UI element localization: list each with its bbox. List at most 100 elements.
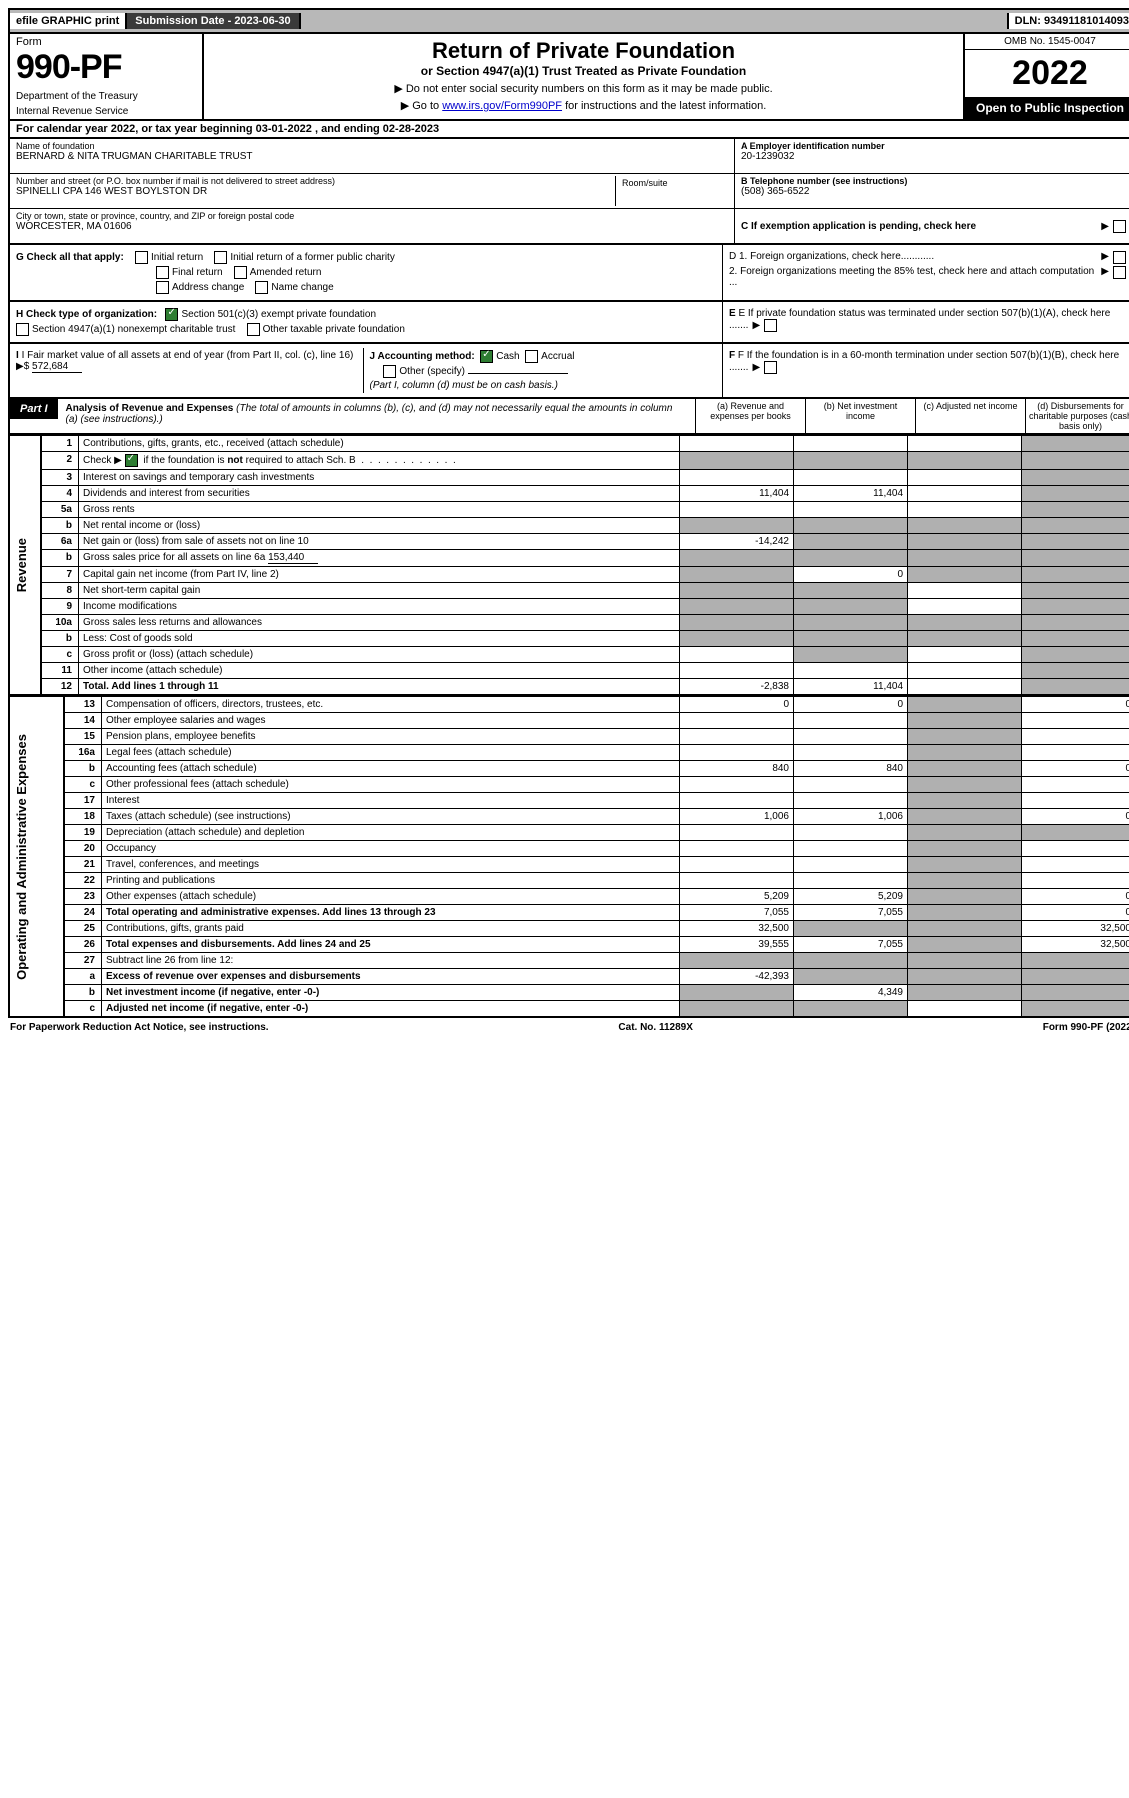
cell: [794, 745, 908, 761]
cell: [680, 713, 794, 729]
line-number: 26: [64, 937, 102, 953]
line-desc: Net gain or (loss) from sale of assets n…: [79, 534, 680, 550]
cell: [1022, 745, 1129, 761]
j-accrual-checkbox[interactable]: [525, 350, 538, 363]
line-number: 16a: [64, 745, 102, 761]
tax-year: 2022: [965, 50, 1129, 97]
cell: 0: [680, 697, 794, 713]
cell: [1022, 452, 1129, 470]
col-b-header: (b) Net investment income: [805, 399, 915, 433]
open-public: Open to Public Inspection: [965, 97, 1129, 119]
cell: [1022, 663, 1129, 679]
h-opt-a: Section 501(c)(3) exempt private foundat…: [181, 309, 376, 320]
table-row: bNet investment income (if negative, ent…: [9, 985, 1129, 1001]
line-number: 10a: [41, 615, 79, 631]
section-side-label: Operating and Administrative Expenses: [9, 697, 64, 1018]
d1-label: D 1. Foreign organizations, check here..…: [729, 251, 1097, 264]
line-desc: Contributions, gifts, grants, etc., rece…: [79, 436, 680, 452]
table-row: 20Occupancy: [9, 841, 1129, 857]
d2-label: 2. Foreign organizations meeting the 85%…: [729, 266, 1097, 288]
h-501c3-checkbox[interactable]: [165, 308, 178, 321]
table-row: 8Net short-term capital gain: [9, 583, 1129, 599]
h-4947-checkbox[interactable]: [16, 323, 29, 336]
f-checkbox[interactable]: [764, 361, 777, 374]
j-cash-checkbox[interactable]: [480, 350, 493, 363]
cell: [1022, 713, 1129, 729]
cell: 5,209: [794, 889, 908, 905]
cell: [908, 1001, 1022, 1018]
calendar-year: For calendar year 2022, or tax year begi…: [8, 121, 1129, 139]
line-desc: Adjusted net income (if negative, enter …: [102, 1001, 680, 1018]
table-row: 11Other income (attach schedule): [9, 663, 1129, 679]
g-amended-checkbox[interactable]: [234, 266, 247, 279]
table-row: 2Check ▶ if the foundation is not requir…: [9, 452, 1129, 470]
line-number: b: [64, 985, 102, 1001]
line-desc: Legal fees (attach schedule): [102, 745, 680, 761]
cell: [794, 729, 908, 745]
g-final-checkbox[interactable]: [156, 266, 169, 279]
cell: [1022, 550, 1129, 567]
cell: [794, 841, 908, 857]
g-item-3: Amended return: [250, 267, 322, 278]
j-other-checkbox[interactable]: [383, 365, 396, 378]
line-desc: Other income (attach schedule): [79, 663, 680, 679]
cell: [794, 713, 908, 729]
line-number: 13: [64, 697, 102, 713]
cell: 0: [1022, 889, 1129, 905]
g-address-checkbox[interactable]: [156, 281, 169, 294]
cell: [908, 631, 1022, 647]
cell: [680, 647, 794, 663]
table-row: 15Pension plans, employee benefits: [9, 729, 1129, 745]
g-item-1: Initial return of a former public charit…: [230, 252, 395, 263]
cell: [794, 873, 908, 889]
g-name-checkbox[interactable]: [255, 281, 268, 294]
line-desc: Gross sales less returns and allowances: [79, 615, 680, 631]
table-row: 9Income modifications: [9, 599, 1129, 615]
cell: -42,393: [680, 969, 794, 985]
d2-checkbox[interactable]: [1113, 266, 1126, 279]
part-1-label: Part I: [10, 399, 58, 419]
line-desc: Other professional fees (attach schedule…: [102, 777, 680, 793]
cell: [1022, 777, 1129, 793]
line-desc: Other employee salaries and wages: [102, 713, 680, 729]
j-accrual: Accrual: [541, 351, 574, 362]
f-label: F If the foundation is in a 60-month ter…: [729, 350, 1119, 373]
section-i-j-f: I I Fair market value of all assets at e…: [8, 344, 1129, 399]
e-checkbox[interactable]: [764, 319, 777, 332]
c-checkbox[interactable]: [1113, 220, 1126, 233]
cell: [794, 436, 908, 452]
form990pf-link[interactable]: www.irs.gov/Form990PF: [442, 100, 562, 112]
ein-value: 20-1239032: [741, 151, 1129, 162]
d1-checkbox[interactable]: [1113, 251, 1126, 264]
g-item-0: Initial return: [151, 252, 203, 263]
table-row: 22Printing and publications: [9, 873, 1129, 889]
cell: [1022, 615, 1129, 631]
city-label: City or town, state or province, country…: [16, 211, 728, 221]
h-other-checkbox[interactable]: [247, 323, 260, 336]
table-row: 14Other employee salaries and wages: [9, 713, 1129, 729]
cell: 4,349: [794, 985, 908, 1001]
cell: 1,006: [794, 809, 908, 825]
table-row: bAccounting fees (attach schedule)840840…: [9, 761, 1129, 777]
page-footer: For Paperwork Reduction Act Notice, see …: [8, 1018, 1129, 1037]
cell: 11,404: [794, 679, 908, 696]
line-desc: Interest on savings and temporary cash i…: [79, 470, 680, 486]
cell: [1022, 873, 1129, 889]
cell: [1022, 969, 1129, 985]
name-label: Name of foundation: [16, 141, 728, 151]
omb-number: OMB No. 1545-0047: [965, 34, 1129, 50]
g-initial-former-checkbox[interactable]: [214, 251, 227, 264]
table-row: bLess: Cost of goods sold: [9, 631, 1129, 647]
g-item-4: Address change: [172, 282, 244, 293]
line-desc: Printing and publications: [102, 873, 680, 889]
line-number: 6a: [41, 534, 79, 550]
revenue-table: Revenue1Contributions, gifts, grants, et…: [8, 435, 1129, 696]
cell: 5,209: [680, 889, 794, 905]
g-initial-checkbox[interactable]: [135, 251, 148, 264]
h-opt-c: Other taxable private foundation: [263, 324, 405, 335]
table-row: 18Taxes (attach schedule) (see instructi…: [9, 809, 1129, 825]
line-desc: Excess of revenue over expenses and disb…: [102, 969, 680, 985]
arrow-icon: ▶: [1101, 221, 1109, 232]
h-opt-b: Section 4947(a)(1) nonexempt charitable …: [32, 324, 235, 335]
cell: [908, 953, 1022, 969]
